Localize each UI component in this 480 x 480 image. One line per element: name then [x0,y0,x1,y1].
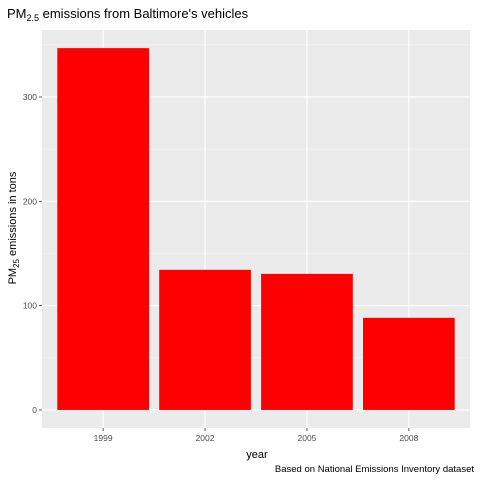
x-axis: 1999 2002 2005 2008 [94,428,419,443]
y-tick-label: 200 [23,196,37,206]
x-axis-title: year [246,449,268,461]
chart-caption: Based on National Emissions Inventory da… [275,464,474,475]
x-tick-label: 2002 [196,433,215,443]
x-tick-label: 1999 [94,433,113,443]
bar-2008 [363,317,455,410]
bar-2002 [159,269,251,410]
bars-group [57,48,455,410]
y-tick-label: 300 [23,92,37,102]
y-axis: 0 100 200 300 [23,92,42,415]
y-tick-label: 0 [32,405,37,415]
bar-1999 [57,48,149,410]
chart-title-subscript: 2.5 [27,13,40,23]
y-axis-title: PM25 emissions in tons [7,171,21,284]
x-tick-label: 2005 [297,433,316,443]
chart-title: PM2.5 emissions from Baltimore's vehicle… [7,6,249,23]
bar-2005 [261,273,353,410]
y-tick-label: 100 [23,301,37,311]
x-tick-label: 2008 [399,433,418,443]
y-axis-title-subscript: 25 [12,258,21,267]
